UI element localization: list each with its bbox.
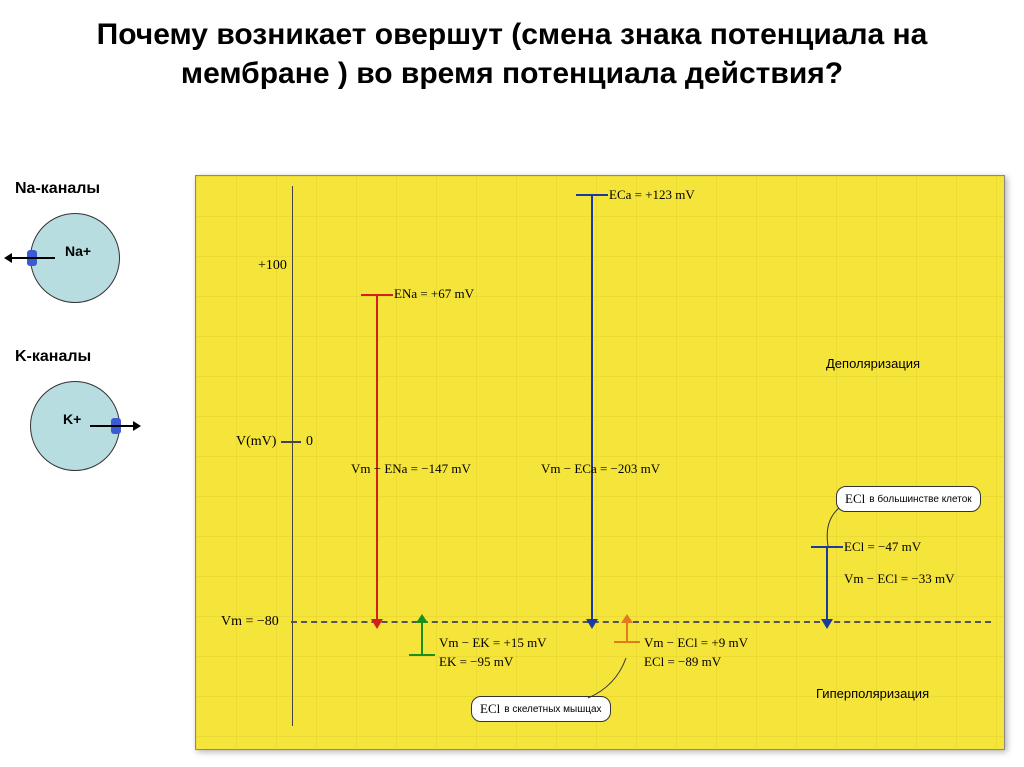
ca-arrow	[591, 194, 593, 621]
vm-ecl-skel-label: Vm − ECl = +9 mV	[644, 635, 748, 651]
y-axis	[291, 186, 293, 726]
callout-cl-skel-text: в скелетных мышцах	[504, 704, 601, 715]
vm-baseline	[291, 621, 991, 623]
y-axis-label: V(mV)	[236, 434, 276, 450]
equilibrium-chart: V(mV) 0 +100 Vm = −80 ENa = +67 mV Vm − …	[195, 175, 1005, 750]
vm-ecl-most-label: Vm − ECl = −33 mV	[844, 571, 954, 587]
vm-label: Vm = −80	[221, 614, 279, 630]
callout-cl-most-text: в большинстве клеток	[869, 494, 971, 505]
callout-cl-most-sym: ECl	[845, 491, 865, 507]
left-column: Na-каналы Na+ K-каналы K+	[15, 180, 185, 516]
plus100-label: +100	[258, 258, 287, 274]
eca-label: ECa = +123 mV	[609, 187, 695, 203]
hyperpol-label: Гиперполяризация	[816, 686, 929, 701]
k-ion-label: K+	[63, 411, 81, 427]
vm-ek-label: Vm − EK = +15 mV	[439, 635, 547, 651]
k-arrow	[421, 621, 423, 656]
k-arrow-icon	[90, 425, 135, 427]
cl-skel-arrow	[626, 621, 628, 643]
ena-label: ENa = +67 mV	[394, 286, 474, 302]
ecl-skel-label: ECl = −89 mV	[644, 654, 721, 670]
zero-label: 0	[306, 434, 313, 450]
na-arrow-icon	[10, 257, 55, 259]
k-cell-diagram: K+	[25, 376, 125, 476]
cl-most-arrow	[826, 546, 828, 621]
callout-pointer-icon	[814, 506, 844, 551]
na-cell-diagram: Na+	[25, 208, 125, 308]
na-ion-label: Na+	[65, 243, 91, 259]
ecl-most-label: ECl = −47 mV	[844, 539, 921, 555]
ek-label: EK = −95 mV	[439, 654, 513, 670]
callout-cl-most: ECl в большинстве клеток	[836, 486, 981, 512]
k-channels-label: K-каналы	[15, 348, 185, 366]
zero-tick	[281, 441, 301, 443]
na-channels-label: Na-каналы	[15, 180, 185, 198]
page-title: Почему возникает овершут (смена знака по…	[0, 0, 1024, 103]
callout-pointer2-icon	[586, 656, 646, 701]
depol-label: Деполяризация	[826, 356, 920, 371]
vm-ena-label: Vm − ENa = −147 mV	[351, 461, 471, 477]
callout-cl-skel-sym: ECl	[480, 701, 500, 717]
vm-eca-label: Vm − ECa = −203 mV	[541, 461, 660, 477]
na-arrow	[376, 294, 378, 621]
